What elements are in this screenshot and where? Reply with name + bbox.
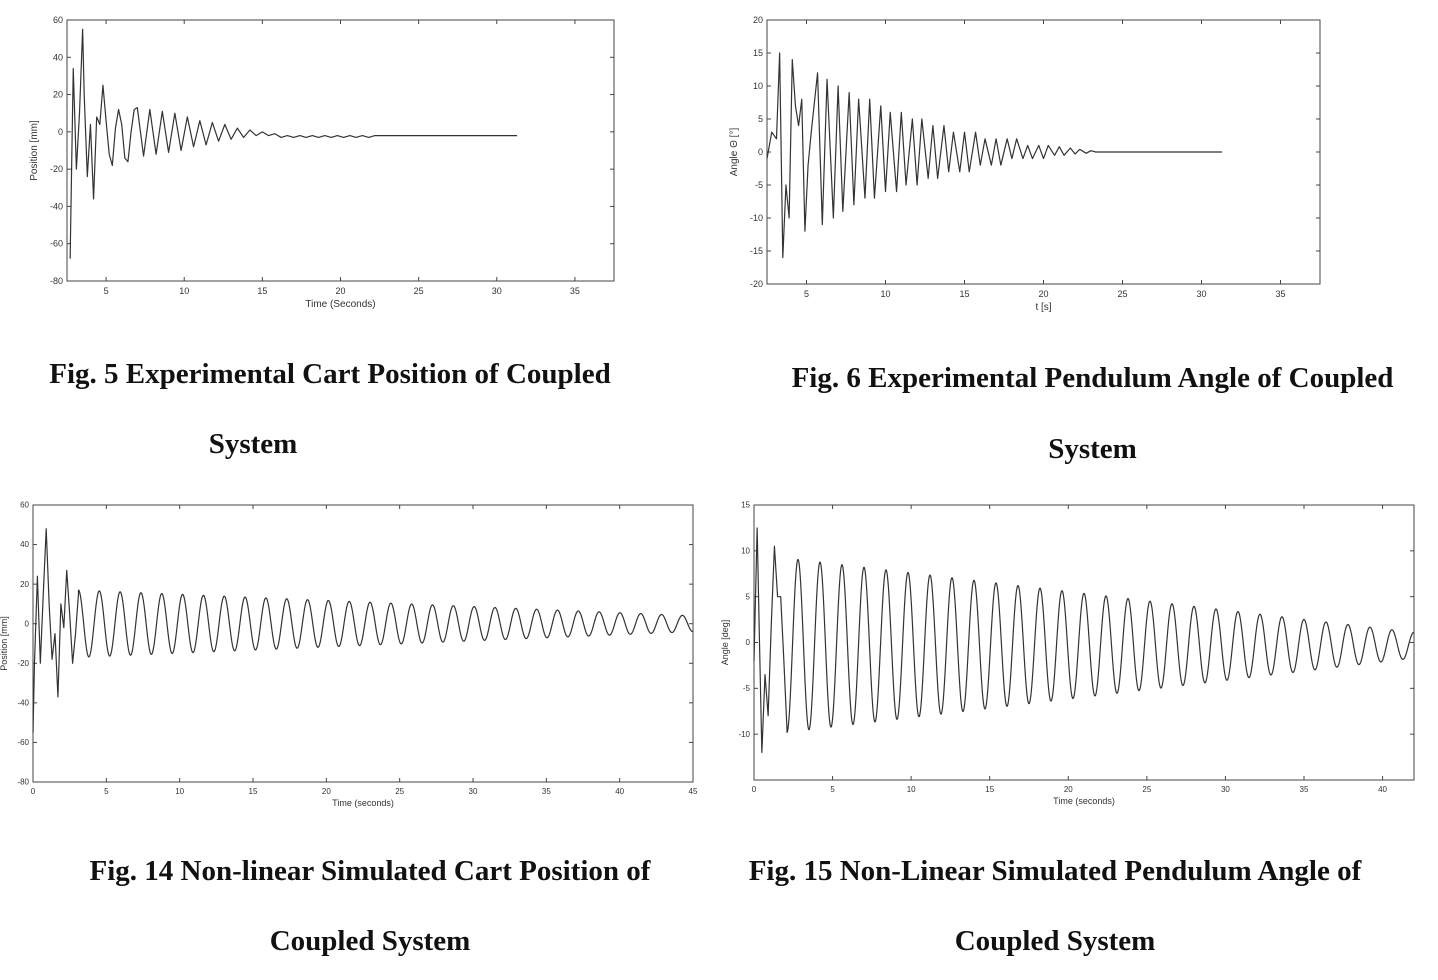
y-tick-label: 20	[53, 90, 63, 100]
caption-fig14-line2: Coupled System	[269, 925, 471, 957]
y-tick-label: 0	[758, 147, 763, 157]
chart-fig14: 0 5 10 15 20 25 30 35 40 45 -80 -60 -40 -20 0 20 40 60 Tim…	[0, 501, 698, 808]
plot-area-frame	[753, 504, 1415, 781]
caption-fig15-line1: Fig. 15 Non-Linear Simulated Pendulum An…	[748, 855, 1362, 887]
y-tick-label: -60	[17, 738, 29, 747]
x-axis-label: Time (seconds)	[1053, 796, 1115, 806]
x-tick-label: 30	[469, 787, 478, 796]
y-tick-label: 0	[746, 638, 751, 647]
x-tick-label: 5	[804, 289, 809, 299]
y-tick-label: 40	[20, 540, 29, 549]
x-tick-label: 25	[395, 787, 404, 796]
y-tick-label: -5	[743, 684, 751, 693]
y-tick-label: -15	[750, 246, 763, 256]
x-tick-label: 20	[335, 286, 345, 296]
y-tick-label: -10	[750, 213, 763, 223]
y-tick-label: -20	[50, 164, 63, 174]
x-tick-label: 45	[689, 787, 698, 796]
y-tick-label: -40	[17, 699, 29, 708]
x-tick-label: 15	[959, 289, 969, 299]
x-tick-label: 35	[570, 286, 580, 296]
series-line	[766, 52, 1223, 259]
x-tick-label: 40	[1378, 785, 1387, 794]
y-tick-label: -20	[750, 279, 763, 289]
x-tick-label: 0	[31, 787, 36, 796]
x-tick-label: 20	[322, 787, 331, 796]
x-tick-label: 40	[615, 787, 624, 796]
x-axis-label: Time (Seconds)	[305, 299, 375, 310]
y-tick-label: 10	[741, 547, 750, 556]
y-tick-label: 20	[753, 15, 763, 25]
y-axis-label: Angle Θ [°]	[729, 128, 740, 177]
caption-fig6-line2: System	[1048, 433, 1137, 465]
y-tick-label: 15	[741, 501, 750, 510]
y-tick-label: 10	[753, 81, 763, 91]
x-tick-label: 5	[830, 785, 835, 794]
x-tick-label: 35	[1275, 289, 1285, 299]
y-tick-label: -80	[50, 276, 63, 286]
x-tick-label: 15	[257, 286, 267, 296]
caption-fig5-line2: System	[208, 428, 298, 460]
plot-area-frame	[32, 504, 694, 783]
y-tick-label: 0	[25, 619, 30, 628]
x-tick-label: 20	[1038, 289, 1048, 299]
x-tick-label: 0	[752, 785, 757, 794]
chart-fig6: 5 10 15 20 25 30 35 -20 -15 -10 -5 0 5 10 15 20 t [s] Ang…	[729, 15, 1321, 313]
y-tick-label: -40	[50, 201, 63, 211]
caption-fig5-line1: Fig. 5 Experimental Cart Position of Cou…	[49, 358, 611, 390]
y-tick-label: 5	[746, 592, 751, 601]
x-tick-label: 10	[179, 286, 189, 296]
y-tick-label: 60	[20, 501, 29, 510]
y-axis-label: Position [mm]	[29, 120, 40, 181]
x-tick-label: 35	[542, 787, 551, 796]
y-tick-label: -10	[738, 730, 750, 739]
y-tick-label: -20	[17, 659, 29, 668]
y-tick-label: 5	[758, 114, 763, 124]
x-tick-label: 30	[1196, 289, 1206, 299]
x-tick-label: 10	[880, 289, 890, 299]
x-tick-label: 25	[414, 286, 424, 296]
series-line	[753, 527, 1415, 754]
x-tick-label: 10	[175, 787, 184, 796]
x-axis-label: Time (seconds)	[332, 798, 394, 808]
y-tick-label: -60	[50, 239, 63, 249]
y-axis-label: Position [mm]	[0, 616, 9, 671]
x-tick-label: 5	[104, 787, 109, 796]
x-tick-label: 30	[1221, 785, 1230, 794]
x-tick-label: 25	[1117, 289, 1127, 299]
x-tick-label: 35	[1300, 785, 1309, 794]
x-tick-label: 5	[104, 286, 109, 296]
chart-fig5: 5 10 15 20 25 30 35 -80 -60 -40 -20 0 20 40 60 Time (Se…	[29, 15, 615, 310]
series-line	[32, 528, 694, 733]
x-tick-label: 25	[1142, 785, 1151, 794]
x-tick-label: 15	[985, 785, 994, 794]
x-tick-label: 10	[907, 785, 916, 794]
y-tick-label: 0	[58, 127, 63, 137]
y-tick-label: -80	[17, 778, 29, 787]
x-tick-label: 30	[492, 286, 502, 296]
caption-fig15-line2: Coupled System	[954, 925, 1156, 957]
caption-fig14-line1: Fig. 14 Non-linear Simulated Cart Positi…	[89, 855, 651, 887]
y-axis-label: Angle [deg]	[720, 620, 730, 666]
x-tick-label: 15	[249, 787, 258, 796]
y-tick-label: 60	[53, 15, 63, 25]
y-tick-label: 20	[20, 580, 29, 589]
x-axis-label: t [s]	[1035, 302, 1051, 313]
caption-fig6-line1: Fig. 6 Experimental Pendulum Angle of Co…	[791, 362, 1394, 394]
series-line	[69, 28, 518, 259]
x-tick-label: 20	[1064, 785, 1073, 794]
chart-fig15: 0 5 10 15 20 25 30 35 40 -10 -5 0 5 10 15 Time (seconds…	[720, 501, 1415, 806]
y-tick-label: 15	[753, 48, 763, 58]
y-tick-label: 40	[53, 52, 63, 62]
y-tick-label: -5	[755, 180, 763, 190]
